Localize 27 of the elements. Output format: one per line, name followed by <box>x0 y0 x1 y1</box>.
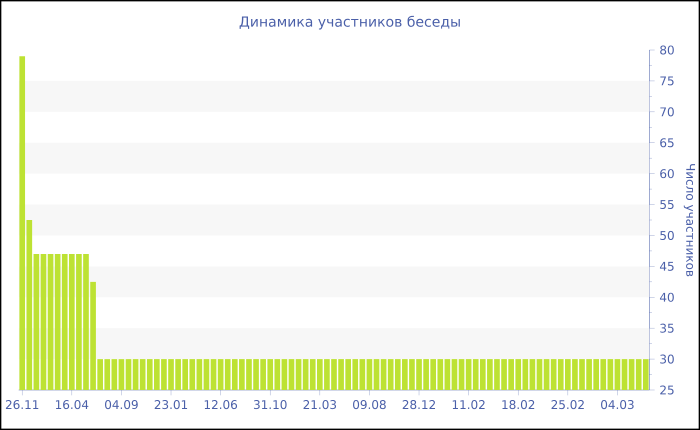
y-tick-label: 55 <box>660 200 674 210</box>
x-tick-label: 12.06 <box>204 400 238 410</box>
chart-title: Динамика участников беседы <box>240 16 460 30</box>
y-tick-label: 60 <box>660 169 674 178</box>
y-tick-label: 45 <box>660 262 674 271</box>
y-tick-label: 25 <box>660 385 674 395</box>
x-tick-label: 21.03 <box>304 400 336 410</box>
x-tick-label: 04.09 <box>105 400 138 410</box>
x-tick-label: 11.02 <box>452 400 485 410</box>
x-tick-label: 31.10 <box>254 400 287 410</box>
y-tick-label: 75 <box>660 76 674 86</box>
y-tick-label: 30 <box>660 354 674 364</box>
x-tick-label: 18.02 <box>502 400 534 410</box>
y-tick-label: 70 <box>660 107 674 116</box>
y-tick-label: 65 <box>660 138 674 148</box>
x-tick-label: 25.02 <box>552 400 584 410</box>
x-tick-label: 26.11 <box>6 400 38 410</box>
x-tick-label: 09.08 <box>353 400 386 410</box>
x-tick-label: 16.04 <box>56 400 88 410</box>
y-axis-title: Число участников <box>684 164 696 276</box>
x-tick-label: 28.12 <box>402 400 436 410</box>
y-tick-label: 50 <box>660 230 674 240</box>
x-tick-label: 04.03 <box>601 400 634 410</box>
y-tick-label: 80 <box>660 45 674 55</box>
y-tick-label: 35 <box>660 324 674 333</box>
x-tick-label: 23.01 <box>154 400 188 410</box>
y-tick-label: 40 <box>660 292 674 302</box>
